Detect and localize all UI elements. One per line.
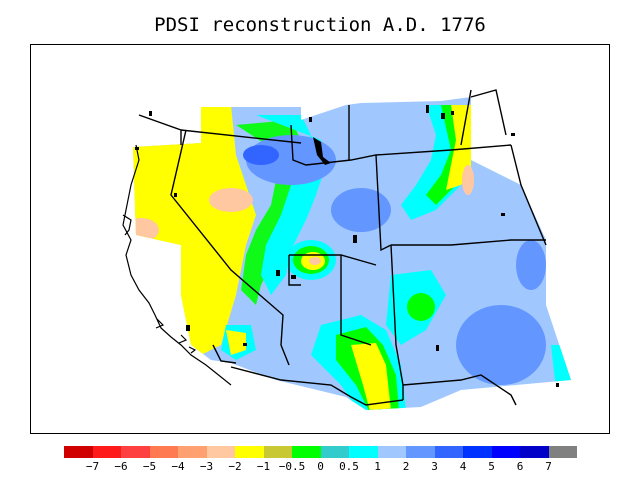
- colorbar-label: 1: [374, 460, 381, 473]
- pdsi-field: [133, 97, 571, 410]
- coastline: [122, 144, 232, 386]
- colorbar-box-2: [121, 446, 150, 458]
- colorbar-box-15: [491, 446, 520, 458]
- colorbar-box-8: [292, 446, 321, 458]
- colorbar-label: 2: [402, 460, 410, 473]
- colorbar-box-12: [406, 446, 435, 458]
- colorbar-box-14: [463, 446, 492, 458]
- colorbar-label: 4: [459, 460, 467, 473]
- colorbar-box-13: [434, 446, 463, 458]
- colorbar-label: 5: [488, 460, 495, 473]
- colorbar-box-3: [149, 446, 178, 458]
- state-boundaries: [138, 89, 547, 406]
- colorbar-label: 0: [317, 460, 324, 473]
- colorbar-box-9: [320, 446, 349, 458]
- colorbar-box-11: [377, 446, 406, 458]
- colorbar-box-17: [548, 446, 577, 458]
- lakes: [135, 105, 559, 387]
- colorbar-box-5: [206, 446, 235, 458]
- colorbar-label: −2: [228, 460, 242, 473]
- colorbar: [64, 446, 577, 458]
- map-frame: [30, 44, 610, 434]
- colorbar-box-16: [520, 446, 549, 458]
- colorbar-label: 7: [545, 460, 552, 473]
- colorbar-label: −6: [114, 460, 128, 473]
- colorbar-box-10: [349, 446, 378, 458]
- colorbar-box-4: [178, 446, 207, 458]
- colorbar-label: −1: [256, 460, 271, 473]
- colorbar-label: 6: [516, 460, 524, 473]
- colorbar-label: −5: [142, 460, 157, 473]
- colorbar-box-7: [263, 446, 292, 458]
- colorbar-label: −7: [85, 460, 100, 473]
- colorbar-label: 3: [431, 460, 438, 473]
- colorbar-label: −3: [199, 460, 214, 473]
- colorbar-label: 0.5: [339, 460, 359, 473]
- colorbar-box-1: [92, 446, 121, 458]
- colorbar-label: −4: [171, 460, 185, 473]
- colorbar-label: −0.5: [278, 460, 306, 473]
- colorbar-labels: −7 −6 −5 −4 −3 −2 −1 −0.5 0 0.5 1 2 3 4 5 6 7: [64, 460, 577, 474]
- colorbar-box-0: [64, 446, 93, 458]
- map-title: PDSI reconstruction A.D. 1776: [154, 14, 486, 36]
- pdsi-map: [122, 89, 571, 410]
- colorbar-box-6: [235, 446, 264, 458]
